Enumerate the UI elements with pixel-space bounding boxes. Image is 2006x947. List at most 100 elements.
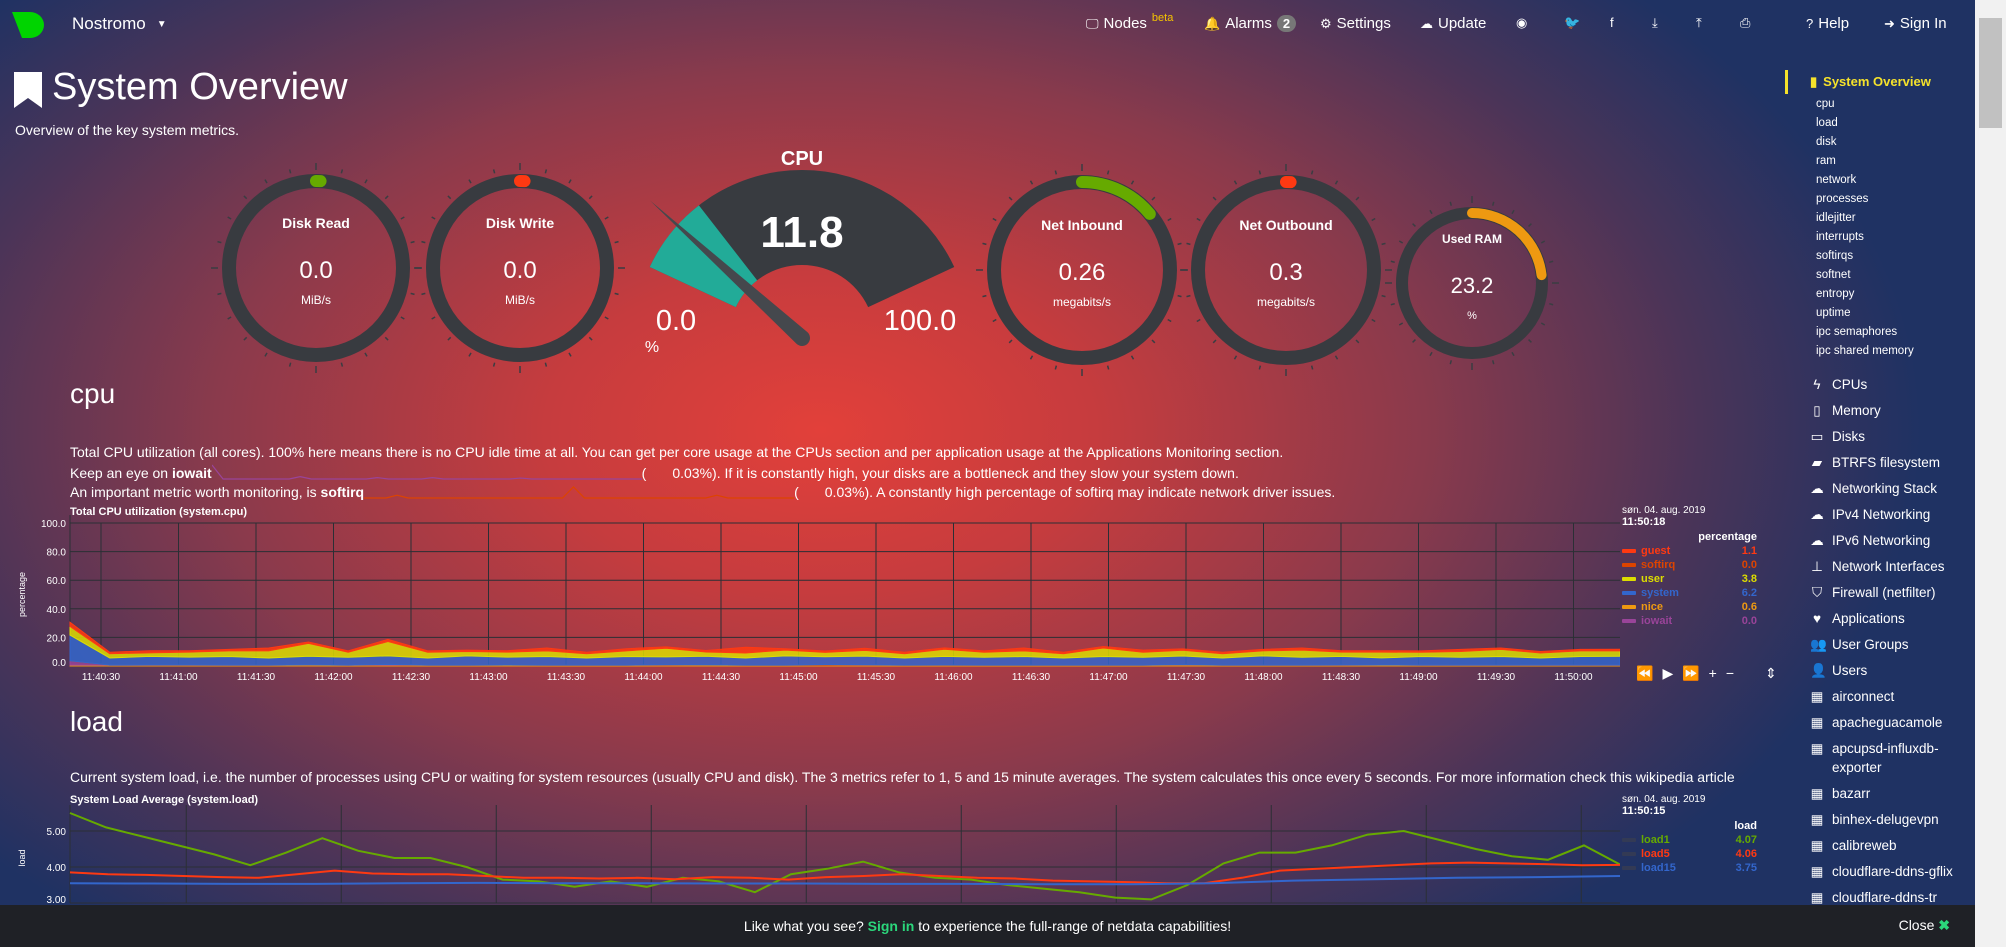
nav-help-button[interactable]: ? Help [1806,15,1850,32]
brand-dropdown[interactable]: Nostromo ▼ [72,14,167,34]
gauge-tick [1310,365,1314,370]
load-chart[interactable]: 5.00 4.00 3.00 load [0,805,1620,905]
sidebar-item-binhex-delugevpn[interactable]: ▦ binhex-delugevpn [1810,812,1939,827]
y-tick-label: 4.00 [47,863,67,874]
sidebar-subitem-entropy[interactable]: entropy [1816,288,1855,300]
gauge-tick [1412,339,1416,343]
beta-badge: beta [1151,11,1174,24]
gauge-max: 100.0 [884,305,957,337]
gauge-tick [288,362,292,367]
gauge-tick [400,316,405,320]
gauge-tick [1054,170,1058,175]
sidebar-item-cpus[interactable]: ϟ CPUs [1810,375,1975,394]
nav-print-button[interactable]: ⎙ [1740,15,1750,31]
sidebar-item-ipv6-networking[interactable]: ☁ IPv6 Networking [1810,533,1931,548]
fast-forward-icon[interactable]: ⏩ [1682,665,1700,681]
legend-item-user[interactable]: user 3.8 [1622,572,1757,586]
sidebar-item-apacheguacamole[interactable]: ▦ apacheguacamole [1810,715,1943,730]
x-tick-label: 11:44:30 [702,672,741,683]
resize-icon[interactable]: ⇕ [1765,665,1777,681]
nav-github-button[interactable]: ◉ [1516,15,1527,31]
legend-item-load1[interactable]: load1 4.07 [1622,833,1757,847]
sidebar-subitem-processes[interactable]: processes [1816,193,1869,205]
scrollbar[interactable] [1975,0,2006,947]
sidebar-item-ipv4-networking[interactable]: ☁ IPv4 Networking [1810,507,1931,522]
sidebar-subitem-softirqs[interactable]: softirqs [1816,250,1854,262]
sidebar-subitem-interrupts[interactable]: interrupts [1816,231,1864,243]
x-tick-label: 11:45:30 [857,672,896,683]
gauge-unit: megabits/s [1053,295,1111,309]
legend-item-nice[interactable]: nice 0.6 [1622,600,1757,614]
sidebar-item-user-groups[interactable]: 👥 User Groups [1810,637,1909,652]
gauge-tick [468,179,472,184]
cpu-chart-legend: søn. 04. aug. 2019 11:50:18 percentage gues… [1622,505,1757,628]
nav-facebook-button[interactable]: f [1610,15,1614,30]
sidebar-item-firewall-netfilter-[interactable]: ⛉ Firewall (netfilter) [1811,585,1936,600]
nav-download-button[interactable]: ⤓ [1652,15,1658,31]
grid-icon: ▦ [1810,715,1824,730]
sparkline-iowait [211,464,642,480]
sidebar-item-system-overview[interactable]: ▮ System Overview [1810,74,1931,89]
gauge-fill [1076,176,1156,220]
sidebar-subitem-ram[interactable]: ram [1816,155,1836,167]
legend-item-softirq[interactable]: softirq 0.0 [1622,558,1757,572]
signin-link[interactable]: Sign in [867,918,915,934]
sidebar-item-applications[interactable]: ♥ Applications [1810,609,1975,628]
x-tick-label: 11:49:30 [1477,672,1516,683]
section-heading-load: load [70,706,123,737]
cloud-icon: ☁ [1810,533,1824,548]
sidebar-item-memory[interactable]: ▯ Memory [1810,401,1975,420]
sidebar-subitem-disk[interactable]: disk [1816,136,1837,148]
sidebar-item-apcupsd-influxdb-exporter[interactable]: ▦ apcupsd-influxdb-exporter [1810,741,1939,775]
legend-item-guest[interactable]: guest 1.1 [1622,544,1757,558]
cpu-chart[interactable]: 11:40:30 11:41:00 11:41:30 11:42:00 11:42:30… [0,515,1620,685]
sidebar-item-users[interactable]: 👤 Users [1810,663,1868,678]
gauge-tick [447,195,452,200]
gauge-value: 11.8 [760,208,843,257]
nav-upload-button[interactable]: ⤒ [1696,15,1702,31]
sidebar-item-networking-stack[interactable]: ☁ Networking Stack [1810,481,1938,496]
gauge-tick [340,169,344,174]
scrollbar-thumb[interactable] [1979,18,2002,128]
sidebar-item-cloudflare-ddns-tr[interactable]: ▦ cloudflare-ddns-tr [1810,890,1938,905]
sidebar-item-btrfs-filesystem[interactable]: ▰ BTRFS filesystem [1811,455,1941,470]
sidebar-subitem-uptime[interactable]: uptime [1816,307,1851,319]
y-axis-label: load [17,849,27,866]
play-icon[interactable]: ▶ [1662,665,1674,681]
netdata-logo[interactable] [12,12,44,38]
legend-item-load15[interactable]: load15 3.75 [1622,861,1757,875]
zoom-in-icon[interactable]: + [1708,665,1717,681]
sidebar-subitem-softnet[interactable]: softnet [1816,269,1851,281]
zoom-out-icon[interactable]: − [1725,665,1735,681]
sidebar-item-cloudflare-ddns-gflix[interactable]: ▦ cloudflare-ddns-gflix [1810,864,1953,879]
gauge-title: Disk Read [282,215,350,231]
sidebar-item-bazarr[interactable]: ▦ bazarr [1810,786,1871,801]
sidebar-subitem-load[interactable]: load [1816,117,1838,129]
rewind-icon[interactable]: ⏪ [1636,665,1654,681]
sidebar-subitem-cpu[interactable]: cpu [1816,98,1835,110]
legend-item-load5[interactable]: load5 4.06 [1622,847,1757,861]
nav-update-button[interactable]: ☁ Update [1420,15,1487,32]
close-banner-button[interactable]: Close ✖ [1898,917,1950,933]
nav-sign-in-button[interactable]: ➜ Sign In [1884,15,1947,32]
sidebar-subitem-ipc-semaphores[interactable]: ipc semaphores [1816,326,1898,338]
sidebar-item-airconnect[interactable]: ▦ airconnect [1810,689,1895,704]
nav-nodes-button[interactable]: 🖵 Nodes beta [1086,11,1174,33]
nav-settings-button[interactable]: ⚙ Settings [1320,15,1391,32]
legend-swatch [1622,838,1636,842]
sidebar-item-network-interfaces[interactable]: ⊥ Network Interfaces [1811,559,1945,574]
legend-item-iowait[interactable]: iowait 0.0 [1622,614,1757,628]
sidebar-item-calibreweb[interactable]: ▦ calibreweb [1810,838,1897,853]
gauge-tick [421,292,426,296]
sidebar-item-disks[interactable]: ▭ Disks [1810,429,1865,444]
x-tick-label: 11:41:30 [237,672,276,683]
print-icon: ⎙ [1740,15,1751,30]
legend-item-system[interactable]: system 6.2 [1622,586,1757,600]
sidebar-subitem-ipc-shared-memory[interactable]: ipc shared memory [1816,345,1914,357]
gauge-tick [1549,260,1554,264]
nav-twitter-button[interactable]: 🐦 [1564,15,1580,31]
gauge-tick [1029,355,1034,360]
nav-alarms-button[interactable]: 🔔 Alarms 2 [1204,15,1297,32]
sidebar-subitem-idlejitter[interactable]: idlejitter [1816,212,1856,224]
sidebar-subitem-network[interactable]: network [1816,174,1857,186]
